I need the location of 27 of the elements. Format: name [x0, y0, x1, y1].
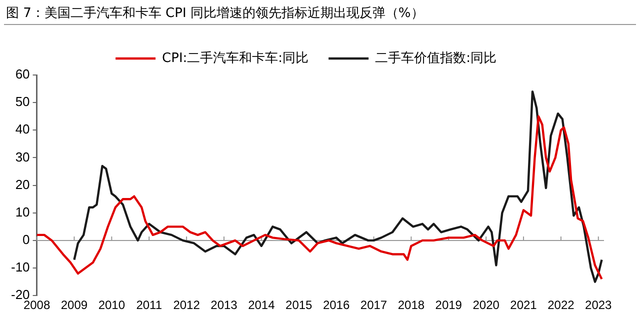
y-tick-label: 50: [15, 94, 30, 110]
x-tick-label: 2020: [472, 298, 500, 312]
x-tick-label: 2016: [322, 298, 350, 312]
x-tick-label: 2021: [510, 298, 538, 312]
x-tick-label: 2010: [98, 298, 126, 312]
x-tick-label: 2011: [136, 298, 162, 312]
y-tick-label: 0: [22, 232, 30, 248]
y-tick-label: -10: [10, 260, 30, 275]
y-tick-label: 30: [15, 149, 30, 164]
x-tick-label: 2022: [548, 298, 575, 312]
legend-label: CPI:二手汽车和卡车:同比: [162, 50, 309, 66]
x-tick-label: 2015: [286, 298, 313, 312]
x-tick-label: 2012: [173, 298, 200, 312]
x-tick-label: 2013: [210, 298, 238, 312]
chart-title: 图 7：美国二手汽车和卡车 CPI 同比增速的领先指标近期出现反弹（%）: [6, 5, 424, 22]
y-tick-label: 60: [15, 66, 30, 82]
x-tick-label: 2023: [585, 298, 612, 312]
x-tick-label: 2017: [360, 298, 388, 312]
x-tick-label: 2009: [60, 298, 88, 312]
y-tick-label: 40: [15, 122, 30, 137]
x-tick-label: 2018: [398, 298, 425, 312]
x-tick-label: 2008: [23, 298, 50, 312]
y-tick-label: 20: [15, 176, 30, 192]
legend-label: 二手车价值指数:同比: [375, 50, 496, 66]
y-tick-label: 10: [15, 204, 30, 220]
x-tick-label: 2019: [435, 298, 462, 312]
x-tick-label: 2014: [248, 298, 276, 312]
